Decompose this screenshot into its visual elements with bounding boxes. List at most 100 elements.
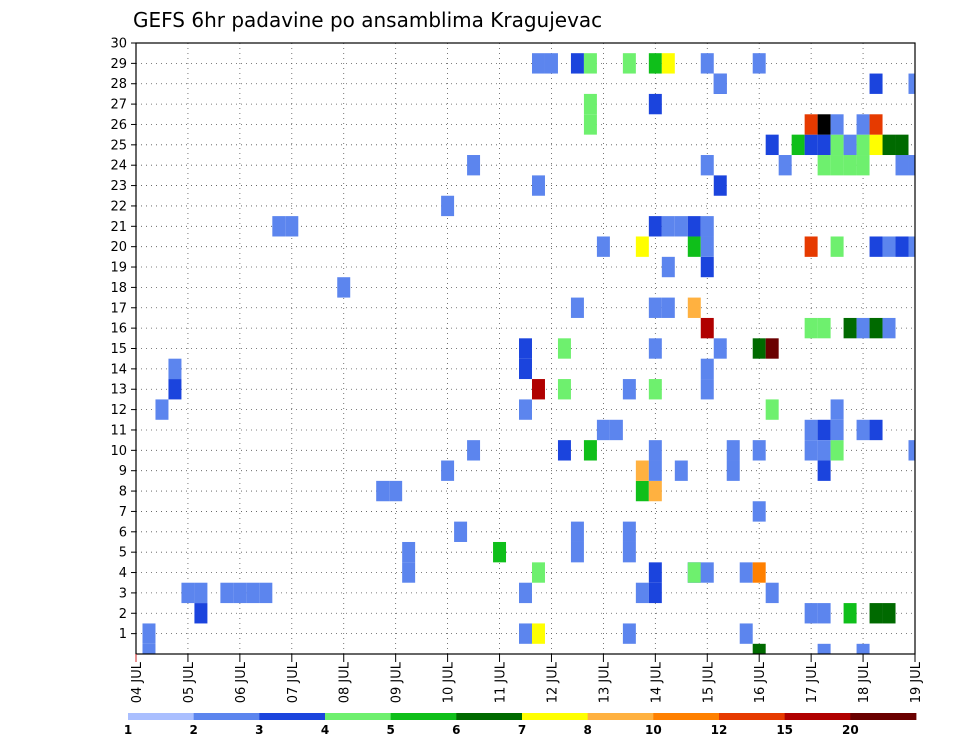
precip-cell — [804, 236, 818, 257]
precip-cell — [765, 399, 779, 420]
colorbar-label: 2 — [189, 723, 197, 737]
y-tick-label: 18 — [110, 281, 127, 296]
precip-cell — [739, 562, 753, 583]
precip-cell — [700, 358, 714, 380]
colorbar-swatch — [128, 713, 195, 720]
precip-cell — [882, 603, 896, 624]
precip-cell — [583, 114, 597, 135]
precip-cell — [713, 338, 727, 359]
precip-cell — [700, 256, 714, 278]
precip-cell — [531, 379, 545, 400]
y-tick-label: 7 — [119, 505, 127, 520]
colorbar-swatch — [456, 713, 523, 720]
precip-cell — [648, 216, 662, 237]
precip-cell — [869, 603, 883, 624]
colorbar-label: 20 — [842, 723, 859, 737]
precip-cell — [869, 134, 883, 156]
precip-cell — [700, 562, 714, 583]
precip-cell — [713, 175, 727, 196]
precip-cell — [817, 134, 831, 156]
precip-cell — [856, 114, 870, 135]
precip-cell — [882, 317, 896, 339]
y-tick-label: 28 — [110, 77, 127, 92]
precip-cell — [830, 419, 844, 441]
precip-cell — [596, 419, 610, 441]
precip-cell — [493, 541, 507, 563]
precip-cell — [661, 216, 675, 237]
precip-cell — [752, 501, 766, 522]
precip-cell — [337, 277, 351, 298]
precip-cell — [765, 582, 779, 604]
colorbar-swatch — [784, 713, 851, 720]
precip-cell — [882, 134, 896, 156]
precip-cell — [622, 521, 636, 542]
y-tick-label: 17 — [110, 301, 127, 316]
precip-cell — [843, 134, 857, 156]
precip-cell — [531, 623, 545, 644]
precip-cell — [272, 216, 286, 237]
y-tick-label: 9 — [119, 464, 127, 479]
precip-cell — [687, 216, 701, 237]
precip-cell — [791, 134, 805, 156]
x-tick-label: 09 JUL — [390, 661, 405, 703]
precip-cell — [674, 460, 688, 481]
colorbar-swatch — [193, 713, 260, 720]
precip-cell — [804, 440, 818, 461]
precip-cell — [441, 195, 455, 217]
precip-cell — [830, 440, 844, 461]
y-tick-label: 13 — [110, 383, 127, 398]
precip-cell — [194, 582, 208, 604]
precip-cell — [583, 53, 597, 74]
precip-cell — [804, 114, 818, 135]
precip-cell — [700, 53, 714, 74]
y-tick-label: 15 — [110, 342, 127, 357]
precip-cell — [454, 521, 468, 542]
x-tick-label: 06 JUL — [234, 661, 249, 703]
precip-cell — [531, 53, 545, 74]
precip-cell — [752, 338, 766, 359]
precip-cell — [622, 379, 636, 400]
precip-cell — [908, 236, 915, 257]
precip-cell — [285, 216, 299, 237]
precip-cell — [557, 338, 571, 359]
precip-cell — [467, 440, 481, 461]
x-tick-label: 18 JUL — [857, 661, 872, 703]
x-axis: 04 JUL 05 JUL 06 JUL 07 JUL 08 JUL 09 JUL 10 J… — [130, 654, 924, 703]
precip-cell — [700, 236, 714, 257]
precip-cell — [908, 155, 915, 176]
colorbar-legend: 1 2 3 4 5 6 7 8 10 12 15 20 — [124, 713, 917, 737]
colorbar-swatch — [259, 713, 326, 720]
precip-cell — [570, 541, 584, 563]
colorbar-swatch — [325, 713, 392, 720]
precip-cell — [700, 317, 714, 339]
precip-cell — [583, 93, 597, 115]
precip-cell — [220, 582, 234, 604]
precip-cell — [648, 53, 662, 74]
x-tick-label: 17 JUL — [805, 661, 820, 703]
precip-cell — [233, 582, 247, 604]
precip-cell — [895, 236, 909, 257]
colorbar-swatch — [653, 713, 720, 720]
precip-cell — [142, 623, 156, 644]
x-tick-label: 10 JUL — [442, 661, 457, 703]
precip-cell — [142, 643, 156, 654]
y-tick-label: 6 — [119, 525, 127, 540]
precip-cell — [557, 379, 571, 400]
y-tick-label: 23 — [110, 179, 127, 194]
precip-cell — [856, 134, 870, 156]
precip-cell — [519, 582, 532, 604]
y-tick-label: 16 — [110, 322, 127, 337]
precip-cell — [531, 562, 545, 583]
chart-title: GEFS 6hr padavine po ansamblima Kragujev… — [133, 8, 602, 32]
colorbar-label: 4 — [321, 723, 329, 737]
precip-cell — [246, 582, 260, 604]
precip-cell — [817, 155, 831, 176]
precip-cell — [700, 216, 714, 237]
colorbar-label: 15 — [776, 723, 793, 737]
colorbar-label: 6 — [452, 723, 460, 737]
precip-cell — [817, 419, 831, 441]
colorbar-label: 12 — [711, 723, 728, 737]
precip-cell — [856, 419, 870, 441]
precip-cell — [519, 399, 532, 420]
precip-cell — [869, 73, 883, 94]
